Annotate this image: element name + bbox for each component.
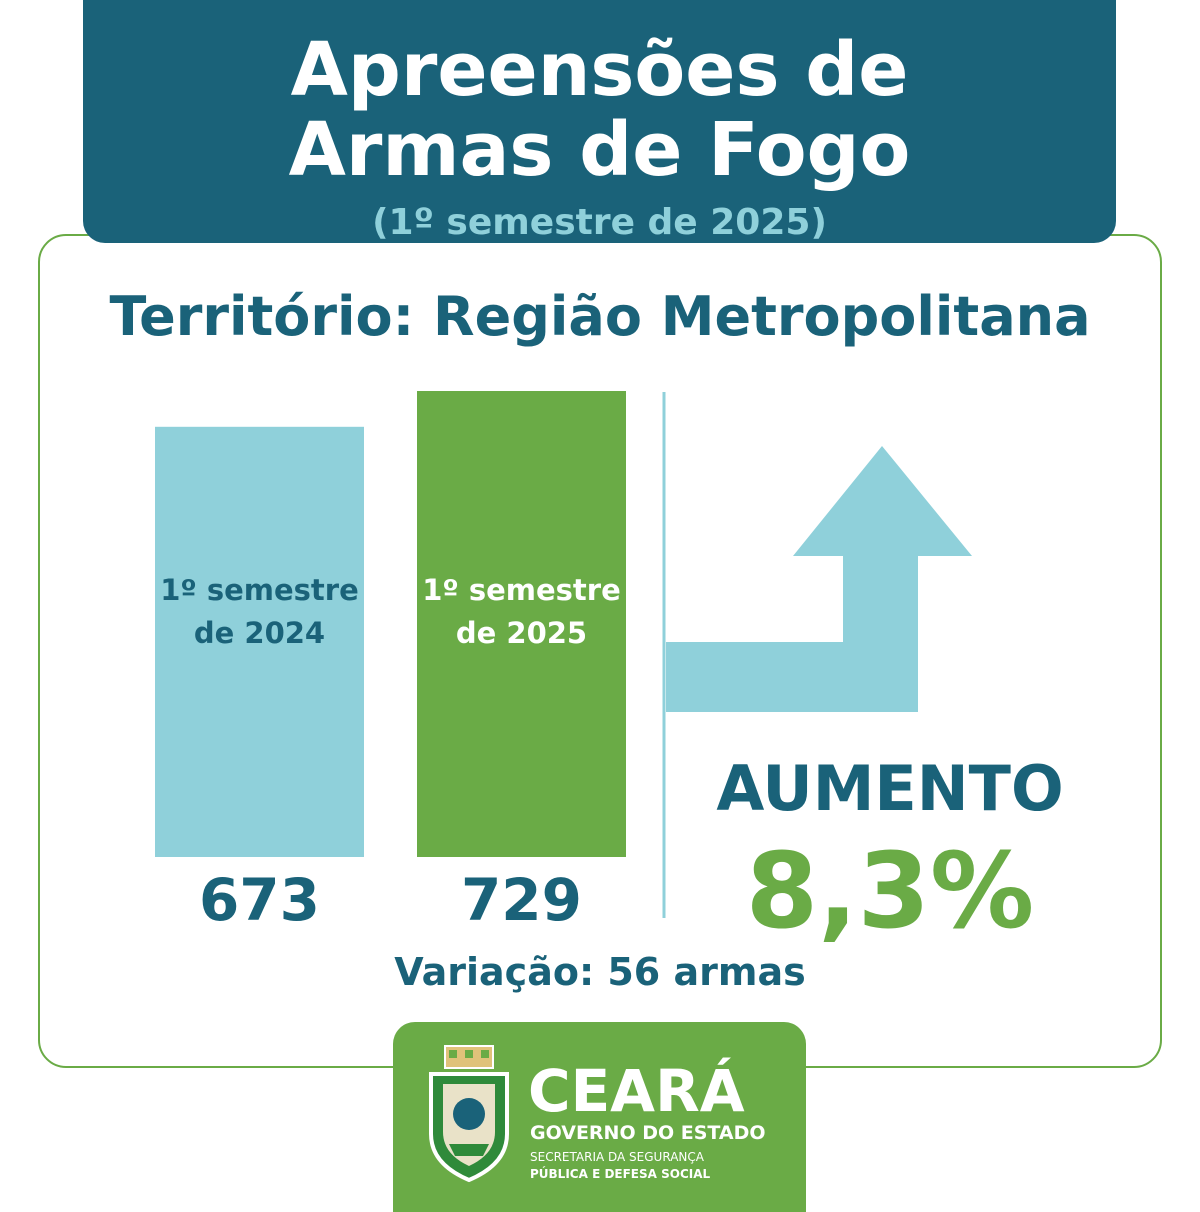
header-banner: Apreensões de Armas de Fogo (1º semestre… — [83, 0, 1116, 243]
title-line-2: Armas de Fogo — [288, 107, 911, 193]
bar-1-category-label: 1º semestre — [160, 573, 359, 607]
coat-of-arms-icon — [429, 1045, 509, 1183]
logo-secretariat-line-1: SECRETARIA DA SEGURANÇA — [530, 1150, 704, 1164]
trend-percent: 8,3% — [745, 830, 1035, 952]
bar-2 — [417, 391, 626, 857]
government-logo: CEARÁ GOVERNO DO ESTADO SECRETARIA DA SE… — [393, 1022, 806, 1212]
page-subtitle: (1º semestre de 2025) — [372, 202, 827, 243]
trend-label: AUMENTO — [716, 752, 1064, 825]
bar-1-value-label: 673 — [199, 866, 320, 934]
logo-subtitle: GOVERNO DO ESTADO — [530, 1122, 766, 1144]
bar-2-value-label: 729 — [461, 866, 582, 934]
territory-heading: Território: Região Metropolitana — [109, 285, 1091, 348]
logo-secretariat-line-2: PÚBLICA E DEFESA SOCIAL — [530, 1167, 711, 1181]
logo-name: CEARÁ — [528, 1057, 745, 1125]
bar-2-category-label: 1º semestre — [422, 573, 621, 607]
bar-1 — [155, 426, 364, 857]
up-arrow-icon — [666, 446, 972, 712]
variation-text: Variação: 56 armas — [394, 950, 806, 994]
bar-1-category-label: de 2024 — [194, 616, 325, 650]
title-line-1: Apreensões de — [290, 27, 909, 113]
page-title: Apreensões de Armas de Fogo — [83, 30, 1116, 190]
bar-2-category-label: de 2025 — [456, 616, 587, 650]
